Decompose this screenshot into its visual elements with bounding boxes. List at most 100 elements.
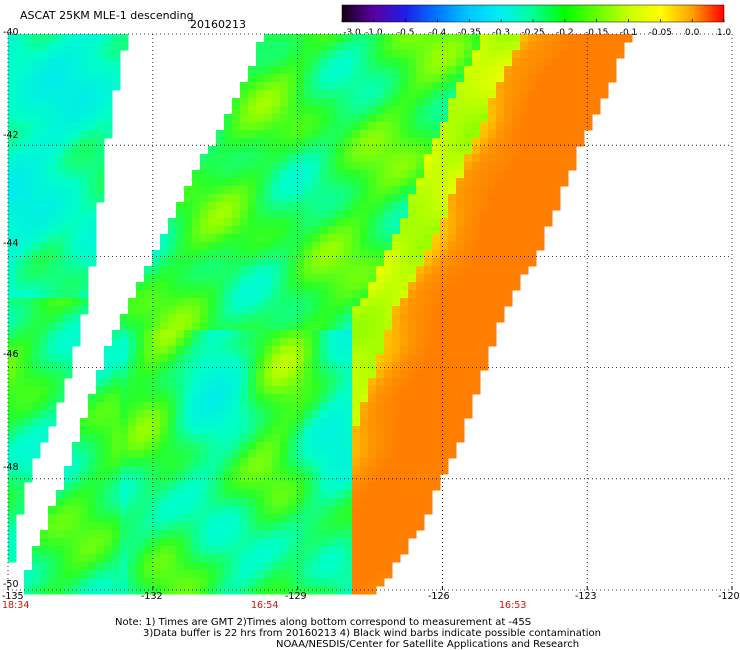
field-pixel bbox=[528, 34, 537, 43]
field-pixel bbox=[208, 178, 217, 187]
field-pixel bbox=[304, 250, 313, 259]
field-pixel bbox=[144, 314, 153, 323]
field-pixel bbox=[472, 234, 481, 243]
field-pixel bbox=[16, 490, 25, 499]
field-pixel bbox=[416, 370, 425, 379]
field-pixel bbox=[184, 266, 193, 275]
field-pixel bbox=[288, 234, 297, 243]
field-pixel bbox=[248, 442, 257, 451]
field-pixel bbox=[208, 578, 217, 587]
field-pixel bbox=[336, 458, 345, 467]
field-pixel bbox=[472, 74, 481, 83]
field-pixel bbox=[288, 538, 297, 547]
field-pixel bbox=[264, 498, 273, 507]
field-pixel bbox=[288, 426, 297, 435]
field-pixel bbox=[72, 274, 81, 283]
field-pixel bbox=[536, 242, 545, 251]
field-pixel bbox=[352, 386, 361, 395]
field-pixel bbox=[408, 330, 417, 339]
field-pixel bbox=[352, 130, 361, 139]
field-pixel bbox=[560, 154, 569, 163]
field-pixel bbox=[408, 394, 417, 403]
field-pixel bbox=[232, 418, 241, 427]
field-pixel bbox=[400, 530, 409, 539]
field-pixel bbox=[408, 130, 417, 139]
field-pixel bbox=[184, 362, 193, 371]
field-pixel bbox=[456, 378, 465, 387]
field-pixel bbox=[296, 530, 305, 539]
field-pixel bbox=[328, 162, 337, 171]
field-pixel bbox=[352, 154, 361, 163]
field-pixel bbox=[240, 234, 249, 243]
field-pixel bbox=[48, 306, 57, 315]
field-pixel bbox=[296, 378, 305, 387]
field-pixel bbox=[496, 306, 505, 315]
field-pixel bbox=[448, 90, 457, 99]
field-pixel bbox=[56, 362, 65, 371]
field-pixel bbox=[400, 90, 409, 99]
field-pixel bbox=[168, 266, 177, 275]
field-pixel bbox=[96, 450, 105, 459]
field-pixel bbox=[280, 522, 289, 531]
field-pixel bbox=[64, 578, 73, 587]
field-pixel bbox=[376, 362, 385, 371]
field-pixel bbox=[296, 474, 305, 483]
field-pixel bbox=[272, 34, 281, 43]
field-pixel bbox=[152, 274, 161, 283]
field-pixel bbox=[544, 202, 553, 211]
field-pixel bbox=[80, 146, 89, 155]
field-pixel bbox=[416, 306, 425, 315]
field-pixel bbox=[376, 74, 385, 83]
field-pixel bbox=[336, 442, 345, 451]
field-pixel bbox=[368, 530, 377, 539]
field-pixel bbox=[272, 186, 281, 195]
field-pixel bbox=[168, 442, 177, 451]
field-pixel bbox=[552, 178, 561, 187]
field-pixel bbox=[160, 410, 169, 419]
field-pixel bbox=[296, 434, 305, 443]
field-pixel bbox=[320, 354, 329, 363]
field-pixel bbox=[56, 106, 65, 115]
field-pixel bbox=[56, 234, 65, 243]
field-pixel bbox=[272, 242, 281, 251]
field-pixel bbox=[312, 82, 321, 91]
field-pixel bbox=[448, 66, 457, 75]
field-pixel bbox=[88, 538, 97, 547]
pass-time-label: 16:54 bbox=[251, 600, 279, 611]
field-pixel bbox=[72, 482, 81, 491]
field-pixel bbox=[216, 146, 225, 155]
field-pixel bbox=[200, 322, 209, 331]
field-pixel bbox=[424, 122, 433, 131]
field-pixel bbox=[336, 490, 345, 499]
field-pixel bbox=[128, 314, 137, 323]
field-pixel bbox=[392, 106, 401, 115]
field-pixel bbox=[464, 274, 473, 283]
field-pixel bbox=[552, 82, 561, 91]
field-pixel bbox=[8, 114, 17, 123]
field-pixel bbox=[64, 50, 73, 59]
field-pixel bbox=[56, 578, 65, 587]
field-pixel bbox=[552, 122, 561, 131]
field-pixel bbox=[304, 546, 313, 555]
field-pixel bbox=[24, 250, 33, 259]
field-pixel bbox=[320, 418, 329, 427]
field-pixel bbox=[440, 146, 449, 155]
field-pixel bbox=[64, 74, 73, 83]
field-pixel bbox=[208, 458, 217, 467]
colorbar: -3.0 -1.0 -0.5 -0.4 -0.35 -0.3 -0.25 -0.2 -0.15-… bbox=[341, 4, 731, 38]
field-pixel bbox=[128, 514, 137, 523]
field-pixel bbox=[432, 130, 441, 139]
field-pixel bbox=[464, 122, 473, 131]
field-pixel bbox=[96, 386, 105, 395]
field-pixel bbox=[280, 418, 289, 427]
field-pixel bbox=[256, 114, 265, 123]
field-pixel bbox=[408, 450, 417, 459]
field-pixel bbox=[184, 538, 193, 547]
field-pixel bbox=[40, 130, 49, 139]
field-pixel bbox=[520, 210, 529, 219]
field-pixel bbox=[16, 82, 25, 91]
field-pixel bbox=[336, 346, 345, 355]
field-pixel bbox=[16, 50, 25, 59]
field-pixel bbox=[200, 154, 209, 163]
field-pixel bbox=[496, 106, 505, 115]
